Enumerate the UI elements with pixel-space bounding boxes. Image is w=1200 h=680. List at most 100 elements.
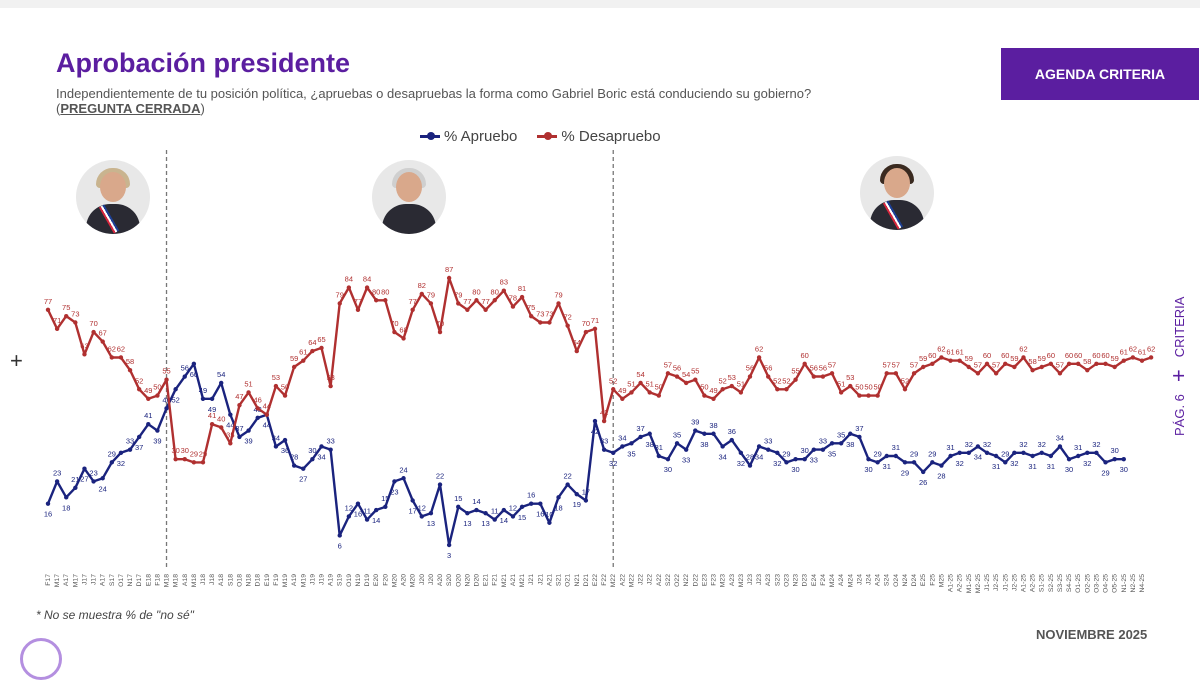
desapruebo-point (1021, 355, 1026, 360)
desapruebo-point (510, 304, 516, 309)
desapruebo-data-label: 80 (381, 287, 389, 296)
apruebo-point (984, 450, 990, 456)
x-tick-label: A18 (218, 574, 225, 586)
x-tick-label: M19 (282, 574, 289, 587)
apruebo-data-label: 37 (235, 424, 243, 433)
desapruebo-point (866, 393, 871, 398)
legend-desapruebo-label: % Desapruebo (561, 128, 661, 145)
apruebo-data-label: 19 (573, 500, 581, 509)
apruebo-point (182, 374, 187, 379)
apruebo-point (766, 447, 771, 452)
apruebo-data-label: 34 (317, 452, 325, 461)
apruebo-data-label: 13 (463, 519, 471, 528)
apruebo-data-label: 11 (491, 507, 499, 516)
apruebo-data-label: 33 (819, 437, 827, 446)
apruebo-point (191, 361, 197, 367)
apruebo-data-label: 32 (773, 459, 781, 468)
x-tick-label: J23 (747, 574, 754, 585)
x-tick-label: S24 (884, 574, 891, 586)
x-tick-label: S1-25 (1039, 574, 1046, 592)
desapruebo-data-label: 30 (171, 446, 179, 455)
pinera-portrait-icon (372, 160, 446, 234)
apruebo-data-label: 10 (545, 510, 553, 519)
apruebo-data-label: 38 (646, 440, 654, 449)
x-tick-label: S23 (774, 574, 781, 586)
desapruebo-point (519, 294, 525, 300)
apruebo-point (1048, 453, 1054, 459)
apruebo-data-label: 31 (883, 462, 891, 471)
apruebo-point (146, 422, 151, 427)
x-tick-label: J21 (528, 574, 535, 585)
x-tick-label: A20 (437, 574, 444, 586)
apruebo-point (866, 456, 871, 462)
apruebo-point (1057, 444, 1063, 449)
apruebo-point (838, 441, 844, 446)
desapruebo-point (200, 460, 206, 465)
x-tick-label: J23 (756, 574, 763, 585)
desapruebo-data-label: 50 (864, 383, 872, 392)
desapruebo-data-label: 72 (563, 313, 571, 322)
apruebo-point (173, 387, 178, 392)
desapruebo-data-label: 57 (664, 360, 672, 369)
desapruebo-point (611, 387, 616, 392)
desapruebo-data-label: 83 (500, 278, 508, 287)
apruebo-data-label: 37 (135, 443, 143, 452)
desapruebo-point (720, 387, 725, 392)
desapruebo-point (811, 374, 816, 379)
apruebo-point (547, 520, 552, 525)
desapruebo-data-label: 52 (773, 376, 781, 385)
apruebo-data-label: 30 (1065, 465, 1073, 474)
apruebo-data-label: 29 (901, 468, 909, 477)
desapruebo-point (301, 358, 306, 363)
apruebo-point (374, 507, 379, 513)
desapruebo-point (601, 418, 607, 424)
apruebo-data-label: 24 (399, 465, 407, 474)
desapruebo-data-label: 52 (718, 376, 726, 385)
apruebo-point (73, 485, 78, 490)
desapruebo-point (474, 298, 479, 303)
x-tick-label: O17 (118, 574, 125, 587)
desapruebo-data-label: 70 (89, 319, 97, 328)
desapruebo-data-label: 50 (873, 383, 881, 392)
desapruebo-data-label: 29 (199, 449, 207, 458)
x-tick-label: O22 (674, 574, 681, 587)
x-tick-label: A23 (765, 574, 772, 586)
apruebo-point (510, 514, 516, 519)
desapruebo-point (829, 371, 835, 376)
desapruebo-data-label: 29 (190, 449, 198, 458)
apruebo-data-label: 16 (354, 510, 362, 519)
apruebo-data-label: 39 (244, 437, 252, 446)
apruebo-point (538, 501, 543, 506)
desapruebo-point (565, 323, 570, 328)
desapruebo-data-label: 58 (126, 357, 134, 366)
x-tick-label: E18 (145, 574, 152, 586)
apruebo-data-label: 30 (1120, 465, 1128, 474)
x-tick-label: A21 (546, 574, 553, 586)
x-tick-label: S3-25 (1057, 574, 1064, 592)
x-tick-label: J24 (866, 574, 873, 585)
desapruebo-data-label: 67 (99, 329, 107, 338)
apruebo-data-label: 12 (345, 503, 353, 512)
apruebo-point (638, 434, 643, 440)
apruebo-data-label: 32 (117, 459, 125, 468)
desapruebo-point (574, 348, 579, 354)
apruebo-data-label: 41 (144, 411, 152, 420)
desapruebo-data-label: 71 (591, 316, 599, 325)
desapruebo-data-label: 60 (983, 351, 991, 360)
x-tick-label: A24 (875, 574, 882, 586)
desapruebo-data-label: 73 (536, 310, 544, 319)
desapruebo-data-label: 57 (828, 360, 836, 369)
x-tick-label: A1-25 (1021, 574, 1028, 592)
x-tick-label: M1-25 (966, 574, 973, 593)
legend-apruebo-swatch (420, 132, 440, 140)
desapruebo-point (766, 374, 771, 379)
apruebo-data-label: 32 (1010, 459, 1018, 468)
desapruebo-point (547, 320, 552, 325)
apruebo-data-label: 28 (937, 472, 945, 481)
desapruebo-point (319, 345, 324, 351)
apruebo-point (456, 504, 461, 510)
desapruebo-point (310, 348, 315, 354)
apruebo-data-label: 36 (281, 446, 289, 455)
desapruebo-data-label: 59 (1110, 354, 1118, 363)
desapruebo-point (45, 307, 51, 312)
